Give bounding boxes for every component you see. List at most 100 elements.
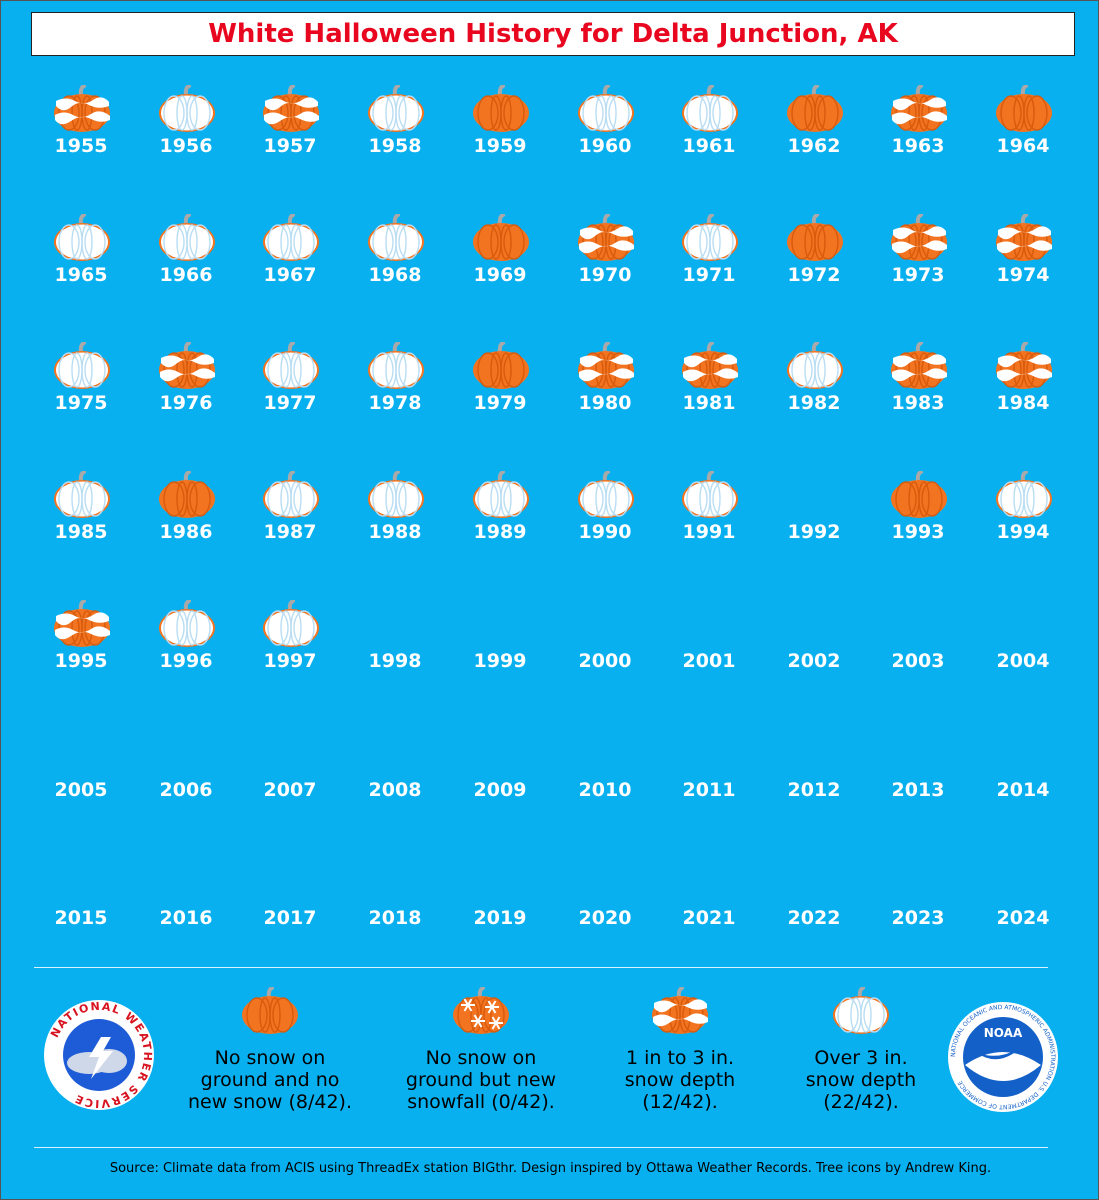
year-label: 1990 — [578, 521, 632, 544]
year-label: 1979 — [473, 392, 527, 415]
year-cell-1967: 1967 — [238, 204, 342, 324]
year-label: 1976 — [159, 392, 213, 415]
year-cell-2012: 2012 — [762, 719, 866, 839]
year-cell-1972: 1972 — [762, 204, 866, 324]
divider-top — [34, 967, 1048, 968]
pumpkin-none-icon — [787, 213, 843, 261]
year-cell-1969: 1969 — [448, 204, 552, 324]
year-cell-1987: 1987 — [238, 461, 342, 581]
year-cell-1960: 1960 — [553, 75, 657, 195]
year-cell-2019: 2019 — [448, 847, 552, 967]
year-label: 1966 — [159, 263, 213, 286]
year-cell-2009: 2009 — [448, 719, 552, 839]
pumpkin-shallow-icon — [578, 342, 634, 390]
year-label: 1985 — [54, 521, 108, 544]
pumpkin-deep-icon — [263, 342, 319, 390]
pumpkin-none-icon — [159, 471, 215, 519]
year-label: 1973 — [891, 263, 945, 286]
year-label: 1988 — [368, 521, 422, 544]
year-cell-1993: 1993 — [866, 461, 970, 581]
year-cell-2016: 2016 — [134, 847, 238, 967]
year-cell-2020: 2020 — [553, 847, 657, 967]
legend-shallow: 1 in to 3 in. snow depth (12/42). — [605, 987, 755, 1113]
pumpkin-none-icon — [473, 342, 529, 390]
pumpkin-deep-icon — [159, 85, 215, 132]
year-label: 1986 — [159, 521, 213, 544]
year-label: 1982 — [787, 392, 841, 415]
year-cell-1956: 1956 — [134, 75, 238, 195]
year-label: 2021 — [682, 907, 736, 930]
year-label: 2019 — [473, 907, 527, 930]
year-label: 2009 — [473, 778, 527, 801]
pumpkin-deep-icon — [682, 213, 738, 261]
year-label: 1971 — [682, 263, 736, 286]
year-cell-1974: 1974 — [971, 204, 1075, 324]
year-cell-2014: 2014 — [971, 719, 1075, 839]
year-label: 1968 — [368, 263, 422, 286]
year-cell-2006: 2006 — [134, 719, 238, 839]
divider-bottom — [34, 1147, 1048, 1148]
year-cell-1971: 1971 — [657, 204, 761, 324]
legend-none-label: No snow on ground and no new snow (8/42)… — [188, 1047, 352, 1113]
year-cell-1962: 1962 — [762, 75, 866, 195]
pumpkin-deep-icon — [159, 213, 215, 261]
year-cell-2008: 2008 — [343, 719, 447, 839]
year-cell-2005: 2005 — [29, 719, 133, 839]
year-label: 1956 — [159, 135, 213, 157]
year-cell-2004: 2004 — [971, 590, 1075, 710]
year-label: 1978 — [368, 392, 422, 415]
pumpkin-deep-icon — [368, 342, 424, 390]
year-label: 2010 — [578, 778, 632, 801]
pumpkin-deep-icon — [473, 471, 529, 519]
noaa-logo-text: NOAA — [984, 1026, 1023, 1040]
year-cell-2011: 2011 — [657, 719, 761, 839]
pumpkin-shallow-icon — [54, 599, 110, 647]
year-label: 2004 — [996, 649, 1050, 672]
legend-deep: Over 3 in. snow depth (22/42). — [791, 987, 931, 1113]
year-cell-2002: 2002 — [762, 590, 866, 710]
year-cell-1973: 1973 — [866, 204, 970, 324]
year-cell-2022: 2022 — [762, 847, 866, 967]
year-label: 1957 — [263, 135, 317, 157]
pumpkin-deep-icon — [263, 599, 319, 647]
year-cell-1966: 1966 — [134, 204, 238, 324]
year-label: 2007 — [263, 778, 317, 801]
year-label: 1972 — [787, 263, 841, 286]
year-label: 2022 — [787, 907, 841, 930]
pumpkin-shallow-icon — [159, 342, 215, 390]
year-cell-2013: 2013 — [866, 719, 970, 839]
year-cell-1980: 1980 — [553, 332, 657, 452]
year-cell-1998: 1998 — [343, 590, 447, 710]
year-cell-1999: 1999 — [448, 590, 552, 710]
year-label: 1965 — [54, 263, 108, 286]
year-cell-1977: 1977 — [238, 332, 342, 452]
pumpkin-deep-icon — [787, 342, 843, 390]
year-cell-1979: 1979 — [448, 332, 552, 452]
pumpkin-deep-icon — [368, 471, 424, 519]
year-cell-1994: 1994 — [971, 461, 1075, 581]
year-cell-1984: 1984 — [971, 332, 1075, 452]
pumpkin-shallow-icon — [891, 342, 947, 390]
legend-none: No snow on ground and no new snow (8/42)… — [185, 987, 355, 1113]
pumpkin-none-icon — [473, 213, 529, 261]
pumpkin-deep-icon — [578, 471, 634, 519]
year-label: 1993 — [891, 521, 945, 544]
year-cell-1988: 1988 — [343, 461, 447, 581]
pumpkin-none-icon — [996, 85, 1052, 132]
year-label: 2002 — [787, 649, 841, 672]
pumpkin-shallow-icon — [891, 213, 947, 261]
year-label: 2003 — [891, 649, 945, 672]
pumpkin-orange-icon — [242, 987, 298, 1034]
pumpkin-deep-icon — [263, 213, 319, 261]
legend-newsnow-label: No snow on ground but new snowfall (0/42… — [405, 1047, 557, 1113]
pumpkin-snowflake-icon — [453, 987, 509, 1034]
pumpkin-none-icon — [891, 471, 947, 519]
pumpkin-shallow-icon — [578, 213, 634, 261]
year-cell-1958: 1958 — [343, 75, 447, 195]
year-cell-1996: 1996 — [134, 590, 238, 710]
year-cell-2015: 2015 — [29, 847, 133, 967]
year-label: 2000 — [578, 649, 632, 672]
pumpkin-shallow-icon — [891, 85, 947, 132]
year-cell-1990: 1990 — [553, 461, 657, 581]
year-cell-2024: 2024 — [971, 847, 1075, 967]
